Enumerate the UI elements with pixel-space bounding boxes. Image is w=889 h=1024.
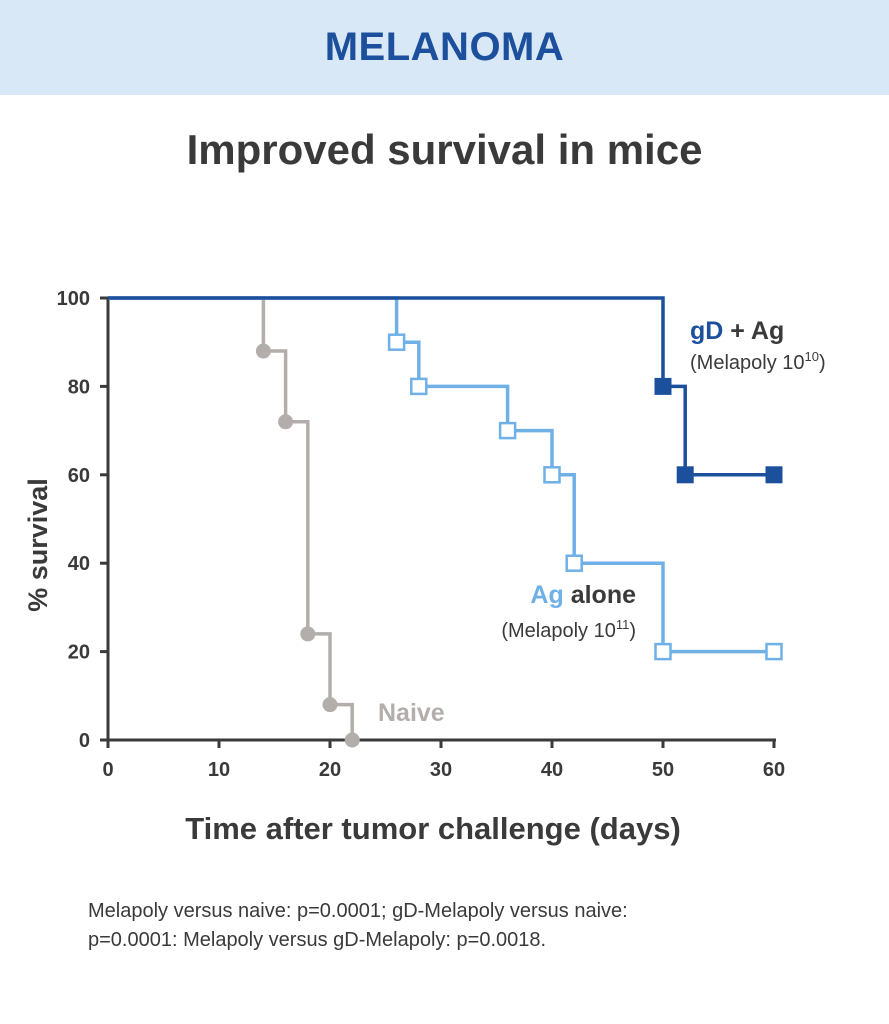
series-sublabel-gd-ag: (Melapoly 1010) [690, 349, 826, 374]
data-point-open-square [410, 377, 428, 396]
y-tick-label: 0 [79, 730, 90, 752]
data-point-open-square [654, 642, 672, 661]
x-tick-label: 0 [102, 759, 113, 781]
series-label-gd-ag: gD + Ag [690, 317, 784, 345]
data-point-filled-square [676, 466, 694, 484]
y-axis-label: % survival [23, 478, 53, 612]
y-tick-label: 60 [68, 465, 90, 487]
footnote-line-2: p=0.0001: Melapoly versus gD-Melapoly: p… [88, 929, 547, 951]
data-point-circle [344, 732, 360, 748]
series-line-0 [108, 296, 354, 740]
series-label-ag-alone: Ag alone [530, 581, 636, 609]
data-point-circle [300, 626, 316, 642]
banner-title: MELANOMA [324, 25, 565, 69]
x-tick-label: 30 [430, 759, 452, 781]
footnote: Melapoly versus naive: p=0.0001; gD-Mela… [88, 897, 808, 955]
data-point-filled-square [765, 466, 783, 484]
data-point-open-square [543, 466, 561, 484]
y-tick-label: 100 [57, 288, 90, 310]
x-tick-label: 10 [208, 759, 230, 781]
x-axis-label: Time after tumor challenge (days) [185, 811, 681, 846]
y-tick-label: 40 [68, 553, 90, 575]
data-point-open-square [765, 642, 783, 661]
data-point-circle [322, 697, 338, 713]
chart-labels: Naive Ag alone (Melapoly 1011) gD + Ag (Mela… [378, 317, 826, 727]
series-sublabel-ag-alone: (Melapoly 1011) [501, 617, 636, 642]
data-point-filled-square [654, 377, 672, 395]
data-point-open-square [387, 333, 406, 351]
y-tick-label: 20 [68, 642, 90, 664]
y-tick-label: 80 [68, 376, 90, 398]
x-tick-label: 50 [652, 759, 674, 781]
header-banner: MELANOMA [0, 0, 889, 95]
series-label-naive: Naive [378, 699, 445, 727]
x-tick-label: 20 [319, 759, 341, 781]
x-tick-label: 40 [541, 759, 563, 781]
series-line-2 [108, 296, 774, 477]
chart-axes: 0 10 20 30 40 50 60 0 20 40 60 80 100 Time after tumo… [23, 288, 785, 846]
series-line-1 [108, 296, 774, 654]
data-point-circle [278, 414, 294, 430]
chart-series [108, 296, 783, 748]
data-point-circle [255, 343, 271, 359]
chart-title: Improved survival in mice [186, 126, 703, 173]
data-point-open-square [565, 554, 583, 572]
x-tick-label: 60 [763, 759, 785, 781]
footnote-line-1: Melapoly versus naive: p=0.0001; gD-Mela… [88, 900, 628, 922]
data-point-open-square [498, 421, 517, 440]
